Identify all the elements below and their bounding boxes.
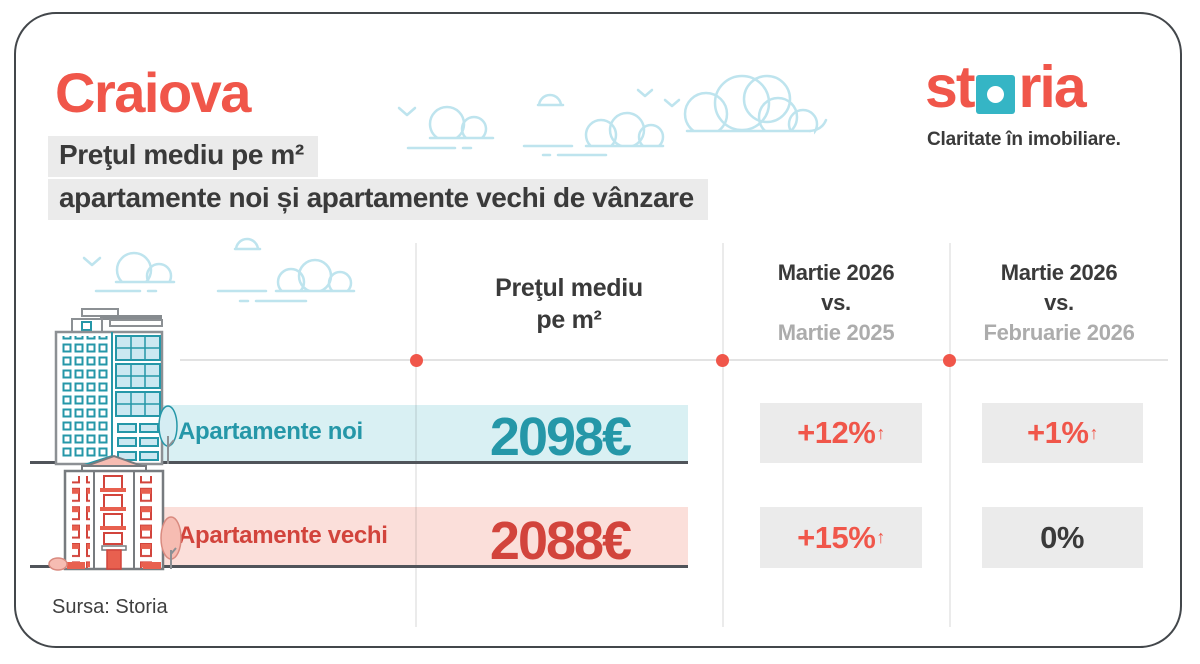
badge-mom-old: 0% <box>982 507 1143 568</box>
column-divider-3 <box>949 243 951 627</box>
column-divider-1 <box>415 243 417 627</box>
subtitle-line-2: apartamente noi și apartamente vechi de … <box>48 179 708 220</box>
source-note: Sursa: Storia <box>52 596 168 618</box>
new-building-illustration <box>54 308 178 466</box>
row-band-old <box>152 507 688 568</box>
ground-line-new <box>30 461 688 464</box>
logo-tagline: Claritate în imobiliare. <box>927 129 1121 150</box>
bush-icon <box>48 557 68 571</box>
storia-logo: st ria <box>925 54 1087 120</box>
subtitle-line-1: Preţul mediu pe m² <box>48 136 318 177</box>
badge-yoy-old: +15% ↑ <box>760 507 922 568</box>
badge-yoy-new: +12% ↑ <box>760 403 922 463</box>
up-arrow-icon: ↑ <box>1089 422 1098 443</box>
badge-mom-new: +1% ↑ <box>982 403 1143 463</box>
row-label-old: Apartamente vechi <box>178 522 388 549</box>
row-band-new <box>152 405 688 463</box>
column-divider-2 <box>722 243 724 627</box>
up-arrow-icon: ↑ <box>876 422 885 443</box>
up-arrow-icon: ↑ <box>876 527 885 547</box>
price-old: 2088€ <box>489 511 632 571</box>
divider-dot-3 <box>943 354 956 367</box>
row-label-new: Apartamente noi <box>178 418 363 445</box>
old-building-illustration <box>48 454 182 571</box>
price-new: 2098€ <box>489 407 632 467</box>
mom-column-header: Martie 2026 vs. Februarie 2026 <box>983 260 1135 345</box>
page-title: Craiova <box>55 61 251 124</box>
divider-dot-1 <box>410 354 423 367</box>
logo-text-ria: ria <box>1018 54 1086 120</box>
logo-o-icon <box>976 75 1016 114</box>
yoy-column-header: Martie 2026 vs. Martie 2025 <box>777 260 895 345</box>
price-column-header: Preţul mediu pe m² <box>495 274 643 334</box>
logo-text-st: st <box>925 54 975 120</box>
door-icon <box>106 549 122 570</box>
divider-dot-2 <box>716 354 729 367</box>
ground-line-old <box>30 565 688 568</box>
header-divider-line <box>180 359 1168 361</box>
